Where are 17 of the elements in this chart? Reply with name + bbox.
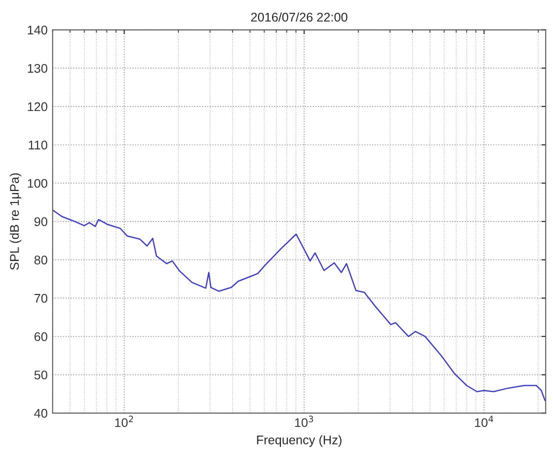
y-tick-label: 100 [28,178,48,188]
chart-title: 2016/07/26 22:00 [251,12,348,22]
y-tick-label: 70 [34,294,48,303]
x-tick-label: 10$^{3}$ [295,416,314,428]
y-tick-label: 40 [34,408,48,418]
y-tick-label: 120 [28,102,48,112]
y-tick-label: 90 [34,217,48,226]
x-tick-label: 10$^{4}$ [475,416,494,428]
y-tick-label: 130 [28,64,48,73]
y-tick-label: 140 [28,26,48,34]
x-axis-title: Frequency (Hz) [257,435,342,447]
y-tick-label: 50 [34,370,48,380]
y-axis-title: SPL (dB re 1μPa) [10,173,22,270]
y-tick-label: 110 [28,140,48,150]
y-tick-label: 60 [34,332,48,342]
x-tick-label: 10$^{2}$ [115,416,133,428]
y-tick-label: 80 [34,256,48,264]
